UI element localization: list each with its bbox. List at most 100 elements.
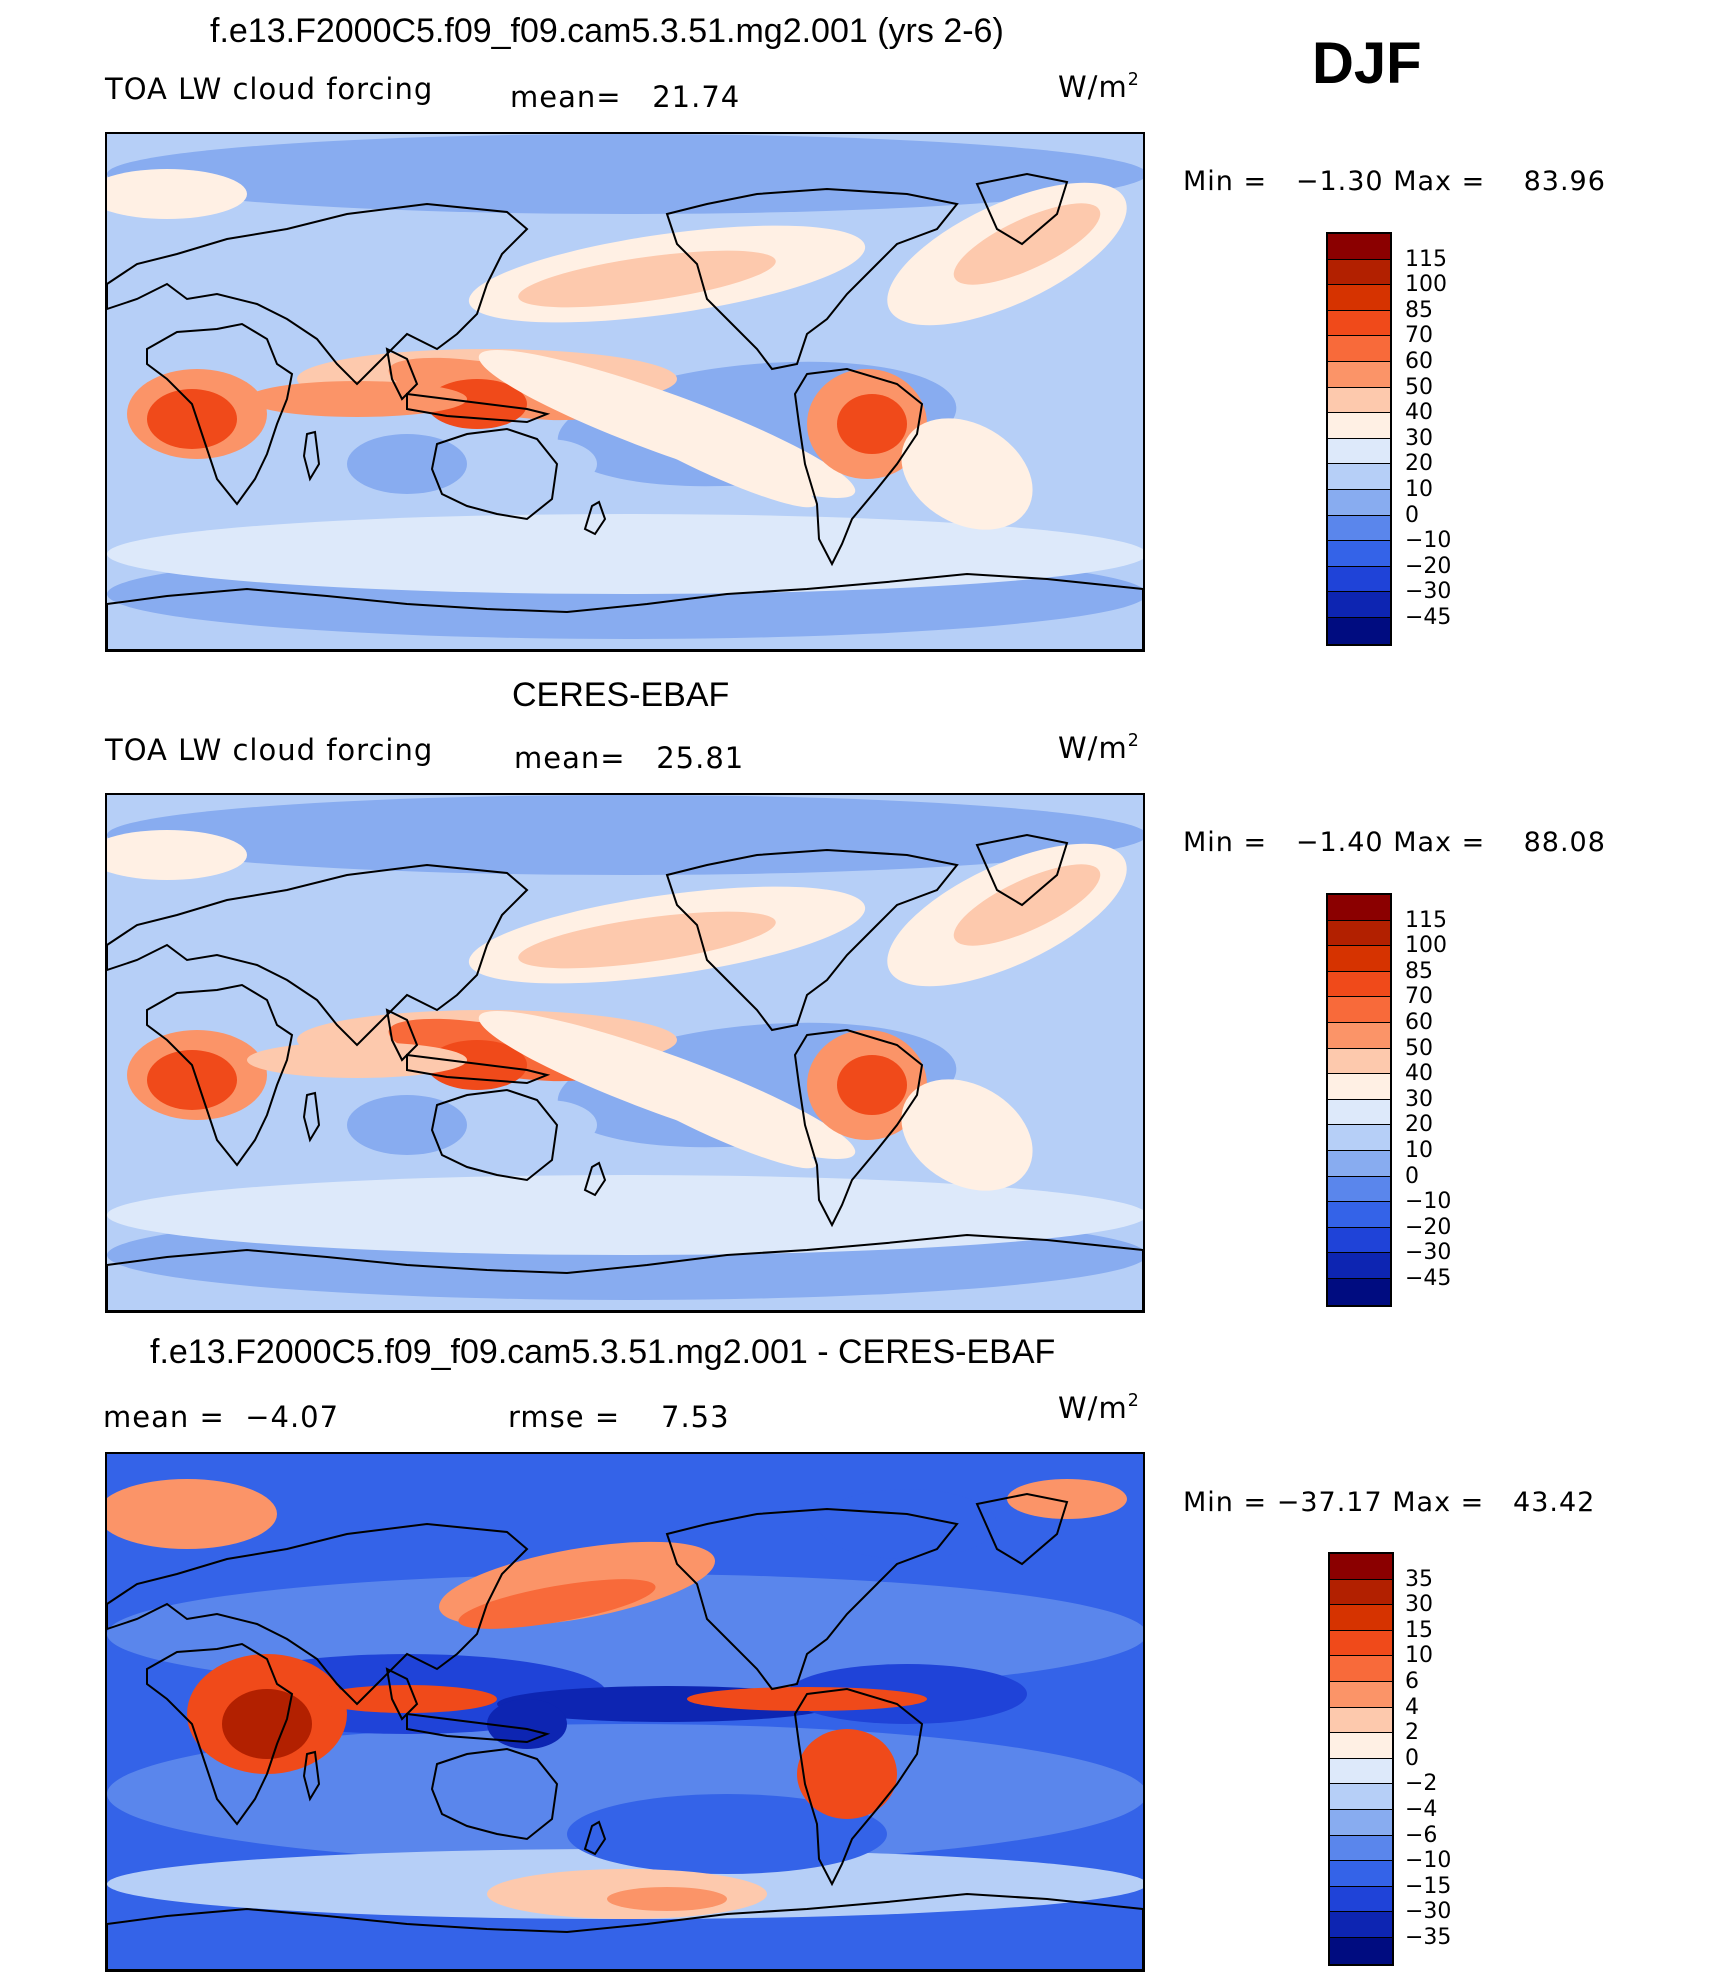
colorbar-segment [1330, 1707, 1392, 1734]
colorbar-segment [1330, 1886, 1392, 1913]
panel3-map [105, 1452, 1145, 1972]
coastline-maritime [406, 1053, 551, 1085]
panel1-map-field [107, 134, 1143, 650]
field-region [107, 1479, 277, 1549]
colorbar-tick-label: 115 [1405, 246, 1447, 272]
field-region [107, 795, 1143, 875]
panel2-minmax: Min = −1.40 Max = 88.08 [1183, 827, 1606, 858]
coastline-nz [583, 1161, 607, 1197]
coastline-australia [430, 1747, 559, 1841]
field-region [837, 394, 907, 454]
colorbar-segment [1328, 1278, 1390, 1305]
colorbar-tick-label: 6 [1405, 1669, 1419, 1694]
field-region [247, 381, 467, 417]
field-region [518, 911, 776, 969]
field-layer [107, 795, 1143, 1311]
colorbar-segment [1328, 1202, 1390, 1228]
colorbar-segment [1330, 1733, 1392, 1759]
colorbar-segment [1330, 1912, 1392, 1938]
field-region [597, 400, 817, 508]
coastline-namerica [665, 848, 959, 1032]
colorbar-tick-label: −4 [1405, 1797, 1438, 1822]
panel3-minmax: Min = −37.17 Max = 43.42 [1183, 1487, 1595, 1518]
colorbar-segment [1328, 895, 1390, 921]
colorbar-tick-label: −15 [1405, 1873, 1452, 1899]
colorbar-segment [1328, 259, 1390, 286]
colorbar-segment [1330, 1835, 1392, 1862]
panel1-min-value: −1.30 [1295, 166, 1384, 197]
panel2-min-label: Min = [1183, 827, 1268, 858]
panel1-title: f.e13.F2000C5.f09_f09.cam5.3.51.mg2.001 … [210, 12, 1004, 50]
colorbar-tick-label: 100 [1405, 933, 1447, 959]
field-region [347, 1095, 467, 1155]
colorbar-segment [1328, 336, 1390, 362]
panel2-variable-label: TOA LW cloud forcing [105, 733, 434, 767]
coastline-samerica [793, 1687, 924, 1887]
coastline-antarctica [107, 572, 1143, 650]
field-region [222, 1689, 312, 1759]
panel2-max-value: 88.08 [1523, 827, 1606, 858]
field-region [1007, 1479, 1127, 1519]
panel1-min-label: Min = [1183, 166, 1268, 197]
coastline-seasia [385, 1667, 419, 1721]
colorbar-tick-label: 100 [1405, 272, 1447, 298]
coastline-eurasia [107, 202, 529, 386]
field-region [901, 1079, 1033, 1191]
colorbar-segment [1328, 413, 1390, 439]
panel1-minmax: Min = −1.30 Max = 83.96 [1183, 166, 1606, 197]
coastline-madagascar [302, 1091, 321, 1143]
colorbar-tick-label: 10 [1405, 1138, 1433, 1163]
panel3-rmse-label: rmse = [508, 1400, 621, 1434]
panel3-colorbar [1328, 1552, 1394, 1966]
colorbar-tick-label: −20 [1405, 1214, 1452, 1240]
coastline-greenland [975, 1492, 1069, 1566]
colorbar-segment [1328, 361, 1390, 388]
colorbar-segment [1328, 1074, 1390, 1100]
colorbar-tick-label: 30 [1405, 1592, 1433, 1618]
panel2-colorbar [1326, 893, 1392, 1307]
panel2-max-label: Max = [1393, 827, 1486, 858]
field-region [107, 169, 247, 219]
coastline-eurasia [107, 863, 529, 1047]
colorbar-tick-label: 20 [1405, 451, 1433, 477]
colorbar-tick-label: 50 [1405, 1035, 1433, 1061]
panel3-title: f.e13.F2000C5.f09_f09.cam5.3.51.mg2.001 … [150, 1333, 1056, 1371]
colorbar-tick-label: 40 [1405, 400, 1433, 426]
field-layer [107, 1454, 1143, 1970]
coastline-eurasia [107, 1522, 529, 1706]
colorbar-tick-label: 15 [1405, 1617, 1433, 1643]
colorbar-segment [1328, 387, 1390, 414]
colorbar-tick-label: 40 [1405, 1061, 1433, 1087]
panel1-max-label: Max = [1393, 166, 1486, 197]
coastline-africa [146, 322, 294, 506]
colorbar-segment [1328, 234, 1390, 260]
colorbar-tick-label: −30 [1405, 1899, 1452, 1925]
colorbar-tick-label: −35 [1405, 1925, 1452, 1950]
colorbar-tick-label: 70 [1405, 323, 1433, 349]
panel3-units: W/m2 [1058, 1390, 1140, 1425]
field-region [107, 514, 1143, 594]
field-region [317, 1685, 497, 1713]
colorbar-segment [1328, 1227, 1390, 1254]
panel3-min-label: Min = [1183, 1487, 1268, 1518]
panel2-mean: mean= 25.81 [514, 741, 744, 775]
colorbar-segment [1328, 1253, 1390, 1279]
colorbar-tick-label: 35 [1405, 1566, 1433, 1592]
field-region [953, 203, 1101, 285]
field-region [901, 418, 1033, 530]
field-layer [107, 134, 1143, 650]
colorbar-segment [1330, 1630, 1392, 1657]
field-region [107, 830, 247, 880]
colorbar-tick-label: 70 [1405, 984, 1433, 1010]
panel2-units: W/m2 [1058, 730, 1140, 765]
colorbar-segment [1328, 617, 1390, 644]
colorbar-segment [1330, 1605, 1392, 1631]
colorbar-segment [1328, 489, 1390, 516]
coastline-greenland [975, 172, 1069, 246]
coastline-namerica [665, 1507, 959, 1691]
colorbar-segment [1328, 1048, 1390, 1075]
colorbar-tick-label: −10 [1405, 528, 1452, 554]
field-region [607, 1887, 727, 1911]
colorbar-segment [1328, 1176, 1390, 1203]
colorbar-tick-label: −2 [1405, 1771, 1438, 1797]
